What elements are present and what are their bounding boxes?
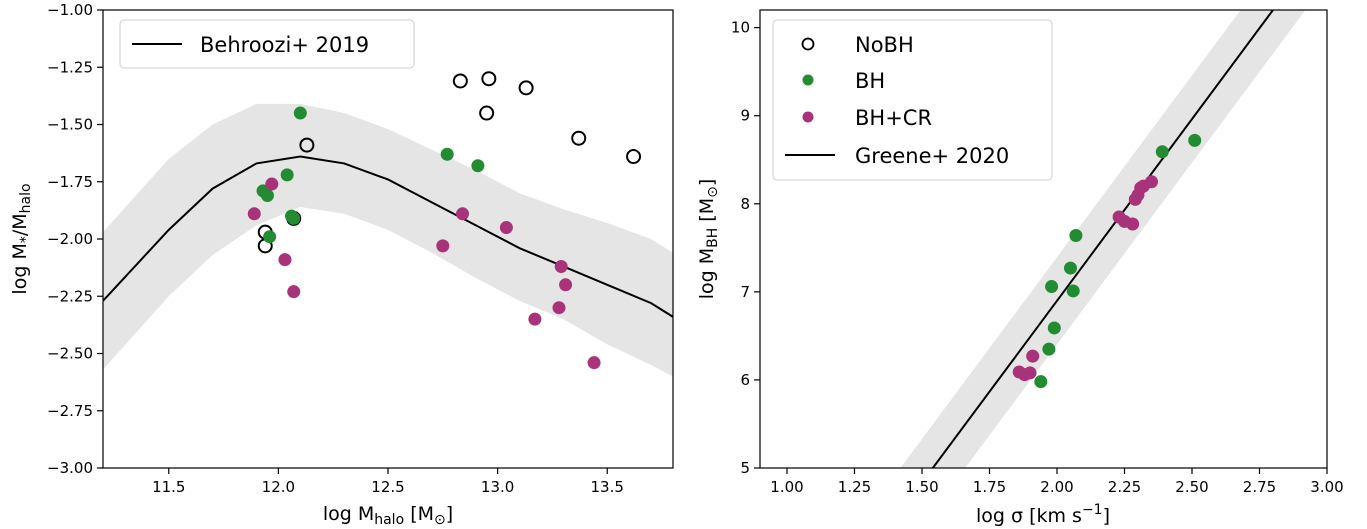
right-point-bh <box>1066 284 1080 298</box>
left-x-tick-label: 11.5 <box>152 478 185 496</box>
left-point-bhcr <box>287 285 301 299</box>
left-x-tick-label: 13.0 <box>481 478 514 496</box>
right-x-axis-label: log σ [km s−1] <box>976 502 1110 527</box>
left-point-nobh <box>452 73 468 89</box>
left-y-tick-label: −2.75 <box>47 402 93 420</box>
legend-behroozi-label: Behroozi+ 2019 <box>200 33 369 57</box>
left-point-bh <box>260 188 274 202</box>
left-y-tick-label: −2.50 <box>47 345 93 363</box>
left-scatter-band <box>103 103 673 377</box>
left-point-bhcr <box>499 221 513 235</box>
left-y-tick-label: −1.50 <box>47 116 93 134</box>
left-point-bh <box>293 106 307 120</box>
left-point-bhcr <box>278 253 292 267</box>
left-point-bh <box>280 168 294 182</box>
left-point-bh <box>440 147 454 161</box>
right-plot-frame <box>759 9 1328 469</box>
left-y-axis-label: log M*/Mhalo <box>9 183 34 294</box>
right-x-tick-label: 2.25 <box>1108 478 1141 496</box>
left-point-bhcr <box>559 278 573 292</box>
right-point-bh <box>1047 321 1061 335</box>
right-x-tick-label: 1.50 <box>905 478 938 496</box>
right-point-bhcr <box>1023 366 1037 380</box>
left-point-bhcr <box>587 356 601 370</box>
left-y-tick-label: −2.25 <box>47 287 93 305</box>
right-y-axis-label: log MBH [M⊙] <box>696 179 721 300</box>
right-point-bh <box>1069 228 1083 242</box>
left-y-tick-label: −1.75 <box>47 173 93 191</box>
right-x-tick-label: 3.00 <box>1310 478 1343 496</box>
legend-bh-label: BH <box>855 69 885 93</box>
left-point-bh <box>263 230 277 244</box>
right-point-bh <box>1045 280 1059 294</box>
left-point-nobh <box>299 137 315 153</box>
left-y-tick-label: −2.00 <box>47 230 93 248</box>
legend-bhcr-label: BH+CR <box>855 106 932 130</box>
right-legend: NoBH BH BH+CR Greene+ 2020 <box>772 19 1053 181</box>
left-point-bhcr <box>554 259 568 273</box>
left-x-tick-label: 12.5 <box>371 478 404 496</box>
left-point-bh <box>471 159 485 173</box>
left-y-tick-label: −1.00 <box>47 1 93 19</box>
legend-bh-marker <box>802 74 814 86</box>
right-y-tick-label: 6 <box>740 371 750 389</box>
right-point-bhcr <box>1126 217 1140 231</box>
left-legend-box <box>119 19 415 69</box>
left-point-bhcr <box>265 177 279 191</box>
left-point-nobh <box>481 71 497 87</box>
left-point-bhcr <box>247 207 261 221</box>
left-x-tick-label: 13.5 <box>591 478 624 496</box>
left-point-nobh <box>626 149 642 165</box>
right-x-tick-label: 1.25 <box>838 478 871 496</box>
right-point-bh <box>1188 133 1202 147</box>
legend-nobh-marker <box>801 37 815 51</box>
right-point-bh <box>1034 375 1048 389</box>
right-reference-line <box>931 10 1274 468</box>
left-point-nobh <box>571 130 587 146</box>
legend-nobh-label: NoBH <box>855 33 914 57</box>
legend-bhcr-marker <box>802 111 814 123</box>
left-y-tick-label: −3.00 <box>47 459 93 477</box>
right-legend-box <box>772 19 1053 181</box>
right-x-tick-label: 1.00 <box>770 478 803 496</box>
right-y-tick-label: 7 <box>740 283 750 301</box>
right-x-tick-label: 1.75 <box>973 478 1006 496</box>
left-y-tick-label: −1.25 <box>47 58 93 76</box>
right-y-tick-label: 5 <box>740 459 750 477</box>
right-point-bh <box>1042 342 1056 356</box>
left-point-bhcr <box>456 207 470 221</box>
right-point-bhcr <box>1026 349 1040 363</box>
right-point-bhcr <box>1145 175 1158 189</box>
right-panel: 1.00 1.25 1.50 1.75 2.00 2.25 2.50 2.75 3.00 5 6 7 8… <box>696 9 1344 527</box>
right-y-tick-label: 9 <box>740 107 750 125</box>
left-point-bhcr <box>436 239 450 253</box>
right-point-bh <box>1064 261 1077 275</box>
left-legend: Behroozi+ 2019 <box>119 19 415 69</box>
left-x-tick-label: 12.0 <box>262 478 295 496</box>
right-y-tick-label: 8 <box>740 195 750 213</box>
left-reference-line <box>103 155 673 318</box>
left-point-bhcr <box>528 312 542 326</box>
right-point-bh <box>1155 145 1169 159</box>
left-point-bhcr <box>552 301 566 315</box>
legend-greene-label: Greene+ 2020 <box>855 144 1009 168</box>
right-x-tick-label: 2.50 <box>1175 478 1208 496</box>
right-y-tick-label: 10 <box>731 19 750 37</box>
left-x-axis-label: log Mhalo [M⊙] <box>323 503 453 528</box>
left-panel: 11.5 12.0 12.5 13.0 13.5 −1.00 −1.25 −1.50 −1.75… <box>9 1 674 528</box>
left-point-nobh <box>518 80 534 96</box>
left-point-bh <box>287 211 301 225</box>
right-x-tick-label: 2.00 <box>1040 478 1073 496</box>
left-point-nobh <box>479 105 495 121</box>
right-x-tick-label: 2.75 <box>1243 478 1276 496</box>
